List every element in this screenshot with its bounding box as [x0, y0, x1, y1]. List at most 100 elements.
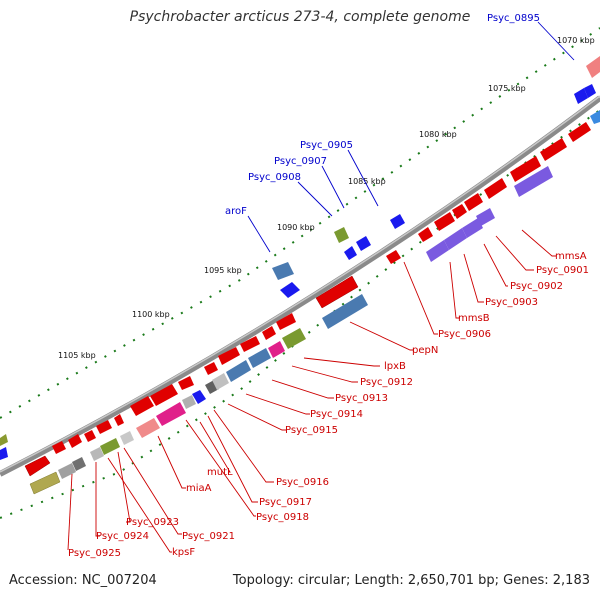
gene-label-red[interactable]: Psyc_0903	[485, 297, 538, 308]
gene-label-blue[interactable]: aroF	[225, 206, 247, 217]
gene-label-red[interactable]: pepN	[412, 345, 438, 356]
gene-arrow-forward[interactable]	[484, 178, 507, 199]
gene-block-olive[interactable]	[282, 328, 306, 349]
gene-block-olive[interactable]	[100, 438, 120, 455]
gene-label-red[interactable]: Psyc_0925	[68, 548, 121, 559]
gene-label-red[interactable]: Psyc_0912	[360, 377, 413, 388]
gene-arrow-forward[interactable]	[204, 362, 218, 375]
gene-block-gray[interactable]	[58, 463, 76, 479]
gene-arrow-reverse[interactable]	[280, 282, 300, 298]
gene-arrow-forward[interactable]	[315, 275, 359, 309]
gene-label-blue[interactable]: Psyc_0907	[274, 156, 327, 167]
gene-arrow-reverse[interactable]	[344, 246, 357, 260]
gene-block-steel-bright[interactable]	[590, 110, 600, 124]
gene-label-red[interactable]: Psyc_0914	[310, 409, 363, 420]
gene-arrow-reverse[interactable]	[574, 88, 588, 104]
gene-label-red[interactable]: Psyc_0918	[256, 512, 309, 523]
gene-arrow-forward[interactable]	[24, 455, 51, 477]
leader-line	[67, 473, 73, 551]
accession-text: Accession: NC_007204	[9, 573, 157, 588]
blue-gene-labels: Psyc_0895 Psyc_0905 Psyc_0907 Psyc_0908 …	[225, 13, 540, 217]
gene-arrow-forward[interactable]	[262, 326, 276, 340]
gene-block-pink-light[interactable]	[136, 418, 160, 438]
gene-block-violet[interactable]	[444, 228, 467, 250]
gene-arrow-reverse[interactable]	[584, 84, 596, 98]
gene-block-gray[interactable]	[90, 447, 104, 461]
gene-block-olive[interactable]	[334, 227, 349, 243]
gene-arrow-forward-pink[interactable]	[586, 56, 600, 78]
gene-arrow-reverse[interactable]	[390, 214, 405, 229]
gene-arrow-forward[interactable]	[276, 313, 296, 330]
gene-arrow-forward[interactable]	[68, 434, 82, 448]
gene-block-khaki[interactable]	[29, 471, 61, 495]
gene-label-red[interactable]: Psyc_0902	[510, 281, 563, 292]
gene-arrow-reverse[interactable]	[192, 390, 206, 404]
gene-block-gray[interactable]	[120, 431, 134, 445]
gene-label-red[interactable]: Psyc_0923	[126, 517, 179, 528]
gene-label-red[interactable]: Psyc_0917	[259, 497, 312, 508]
gene-block-steel[interactable]	[226, 360, 251, 382]
gene-arrow-forward[interactable]	[386, 250, 401, 264]
gene-arrow-forward-olive[interactable]	[0, 434, 8, 446]
gene-arrow-forward[interactable]	[464, 193, 483, 211]
reverse-genes	[0, 84, 600, 495]
gene-block-gray[interactable]	[182, 395, 196, 409]
gene-arrow-reverse[interactable]	[356, 236, 371, 251]
gene-label-red[interactable]: mmsA	[555, 251, 587, 262]
gene-block-violet[interactable]	[426, 240, 449, 262]
gene-block-magenta[interactable]	[268, 341, 285, 358]
gene-label-blue[interactable]: Psyc_0895	[487, 13, 540, 24]
gene-arrow-forward[interactable]	[218, 347, 240, 365]
gene-block-magenta[interactable]	[156, 402, 186, 426]
gene-label-red[interactable]: mutL	[207, 467, 233, 478]
gene-block-violet[interactable]	[514, 166, 553, 197]
gene-block-violet[interactable]	[476, 208, 495, 226]
gene-arrow-forward[interactable]	[452, 204, 467, 219]
gene-arrow-forward[interactable]	[240, 336, 260, 352]
leader-line	[521, 229, 556, 257]
gene-arrow-forward[interactable]	[130, 396, 154, 416]
leader-line	[207, 415, 258, 503]
gene-arrow-forward[interactable]	[96, 420, 112, 434]
gene-label-red[interactable]: Psyc_0915	[285, 425, 338, 436]
gene-arrow-forward[interactable]	[150, 384, 178, 406]
gene-block-dark[interactable]	[72, 457, 86, 471]
gene-arrow-forward[interactable]	[178, 376, 194, 390]
gene-label-red[interactable]: miaA	[186, 483, 212, 494]
kbp-tick-label: 1100 kbp	[132, 310, 170, 319]
gene-block-gray[interactable]	[212, 373, 229, 390]
gene-label-blue[interactable]: Psyc_0905	[300, 140, 353, 151]
gene-label-red[interactable]: kpsF	[172, 547, 195, 558]
kbp-tick-label: 1085 kbp	[348, 177, 386, 186]
gene-arrow-forward[interactable]	[568, 122, 591, 142]
gene-arrow-forward[interactable]	[540, 138, 567, 161]
gene-label-red[interactable]: Psyc_0916	[276, 477, 329, 488]
gene-label-red[interactable]: Psyc_0913	[335, 393, 388, 404]
gene-label-red[interactable]: lpxB	[384, 361, 406, 372]
gene-label-red[interactable]: Psyc_0901	[536, 265, 589, 276]
gene-arrow-forward[interactable]	[434, 212, 455, 231]
gene-arrow-forward[interactable]	[114, 414, 124, 426]
gene-block-violet[interactable]	[462, 218, 483, 238]
gene-label-red[interactable]: Psyc_0924	[96, 531, 149, 542]
leader-line	[107, 457, 172, 553]
leader-line	[483, 243, 508, 287]
gene-arrow-forward[interactable]	[84, 430, 96, 442]
map-title: Psychrobacter arcticus 273-4, complete g…	[129, 9, 471, 25]
gene-block-steel[interactable]	[322, 294, 368, 329]
gene-arrow-forward[interactable]	[52, 441, 66, 454]
gene-block-steel[interactable]	[272, 262, 294, 280]
leader-line	[321, 165, 345, 209]
gene-arrow-forward[interactable]	[418, 227, 433, 242]
leader-line	[247, 215, 271, 253]
gene-label-red[interactable]: mmsB	[458, 313, 490, 324]
leader-line	[403, 261, 438, 335]
gene-arrow-forward[interactable]	[510, 156, 541, 182]
kbp-tick-label: 1075 kbp	[488, 84, 526, 93]
gene-label-red[interactable]: Psyc_0921	[182, 531, 235, 542]
gene-label-red[interactable]: Psyc_0906	[438, 329, 491, 340]
gene-label-blue[interactable]: Psyc_0908	[248, 172, 301, 183]
gene-arrow-reverse[interactable]	[0, 447, 8, 460]
gene-block-steel[interactable]	[248, 348, 271, 368]
